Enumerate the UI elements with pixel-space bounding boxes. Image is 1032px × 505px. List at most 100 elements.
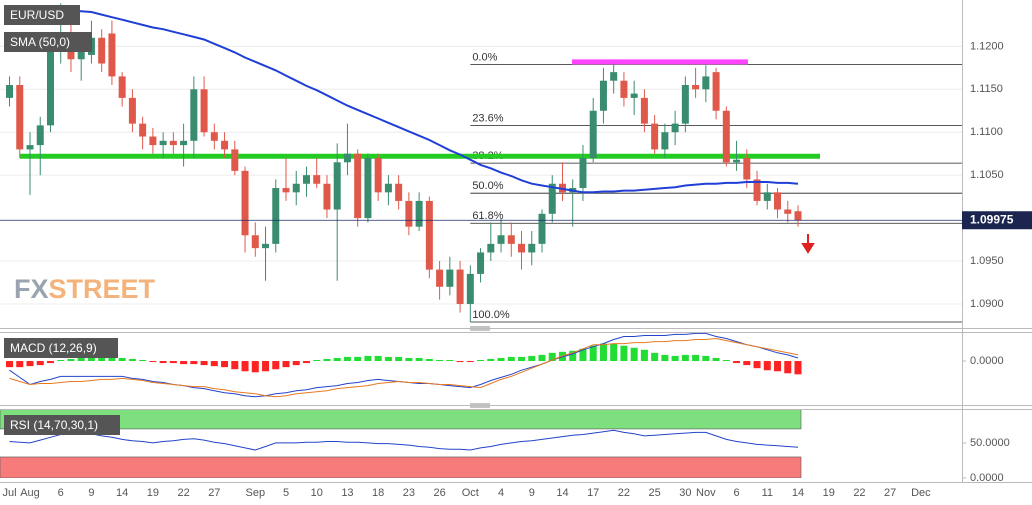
sma-line bbox=[9, 8, 799, 194]
candle-body bbox=[599, 80, 607, 111]
fib-label: 61.8% bbox=[472, 210, 503, 222]
candle-body bbox=[16, 85, 24, 150]
candle-body bbox=[118, 76, 126, 98]
macd-bar bbox=[456, 361, 464, 363]
down-arrow bbox=[801, 234, 815, 254]
macd-bar bbox=[487, 358, 495, 362]
legend-symbol: EUR/USD bbox=[10, 8, 64, 22]
macd-bar bbox=[159, 361, 167, 364]
x-tick-label: 19 bbox=[147, 487, 159, 499]
macd-bar bbox=[722, 360, 730, 362]
rsi-line bbox=[9, 429, 799, 451]
macd-bar bbox=[210, 361, 218, 367]
macd-bar bbox=[640, 349, 648, 362]
candle-body bbox=[507, 235, 515, 244]
candle-body bbox=[436, 269, 444, 287]
candle-body bbox=[538, 213, 546, 244]
candle-body bbox=[784, 209, 792, 214]
candle-body bbox=[251, 235, 259, 249]
candle-body bbox=[395, 183, 403, 201]
price-panel: 0.0%23.6%38.2%50.0%61.8%100.0% bbox=[0, 3, 962, 323]
macd-bar bbox=[251, 361, 259, 373]
x-tick-label: 14 bbox=[116, 487, 128, 499]
macd-bar bbox=[231, 361, 239, 370]
legend-box bbox=[4, 338, 118, 358]
legend-sma: SMA (50,0) bbox=[10, 35, 70, 49]
macd-bar bbox=[405, 357, 413, 362]
candle-body bbox=[46, 46, 54, 126]
candle-body bbox=[763, 192, 771, 201]
candle-body bbox=[733, 159, 741, 163]
macd-panel bbox=[6, 333, 802, 398]
macd-bar bbox=[241, 361, 249, 372]
candle-body bbox=[415, 200, 423, 227]
candle-body bbox=[98, 37, 106, 64]
y-tick-label: 1.1100 bbox=[970, 126, 1003, 138]
macd-bar bbox=[599, 343, 607, 362]
x-tick-label: 6 bbox=[733, 487, 739, 499]
y-tick-label: 1.1150 bbox=[970, 83, 1003, 95]
candle-body bbox=[282, 188, 290, 193]
candle-body bbox=[313, 175, 321, 184]
macd-bar bbox=[425, 358, 433, 362]
macd-bar bbox=[569, 350, 577, 362]
macd-bar bbox=[579, 348, 587, 362]
y-tick-label: 0.0000 bbox=[970, 472, 1004, 484]
candle-body bbox=[477, 252, 485, 274]
candle-body bbox=[292, 183, 300, 193]
candle-body bbox=[579, 157, 587, 189]
x-tick-label: 27 bbox=[208, 487, 220, 499]
candle-body bbox=[77, 50, 85, 60]
rsi-band bbox=[0, 456, 802, 478]
watermark: FXSTREET bbox=[14, 274, 156, 304]
candle-body bbox=[190, 89, 198, 141]
macd-bar bbox=[67, 358, 75, 362]
x-tick-label: Sep bbox=[245, 487, 265, 499]
x-tick-label: 30 bbox=[679, 487, 691, 499]
x-tick-label: 11 bbox=[762, 487, 773, 499]
candle-body bbox=[466, 273, 474, 304]
macd-bar bbox=[221, 361, 229, 368]
candle-body bbox=[446, 269, 454, 287]
candle-body bbox=[712, 72, 720, 111]
x-tick-label: 14 bbox=[556, 487, 568, 499]
candle-body bbox=[722, 110, 730, 163]
macd-bar bbox=[763, 361, 771, 371]
x-tick-label: Aug bbox=[20, 487, 40, 499]
macd-bar bbox=[333, 357, 341, 362]
candle-body bbox=[425, 200, 433, 270]
panel-handle bbox=[470, 326, 490, 408]
candle-body bbox=[681, 85, 689, 124]
macd-bar bbox=[630, 347, 638, 362]
candle-body bbox=[139, 123, 147, 137]
macd-bar bbox=[149, 361, 157, 363]
x-tick-label: 19 bbox=[823, 487, 835, 499]
macd-bar bbox=[538, 354, 546, 362]
candle-body bbox=[589, 110, 597, 158]
candle-body bbox=[651, 123, 659, 150]
macd-bar bbox=[712, 357, 720, 362]
x-tick-label: 17 bbox=[587, 487, 599, 499]
macd-bar bbox=[262, 361, 270, 372]
macd-bar bbox=[302, 361, 310, 364]
candle-body bbox=[26, 145, 34, 150]
candle-body bbox=[159, 140, 167, 146]
fib-label: 23.6% bbox=[472, 112, 503, 124]
candle-body bbox=[702, 76, 710, 90]
candle-body bbox=[6, 85, 14, 98]
x-tick-label: Dec bbox=[911, 487, 931, 499]
price-box bbox=[962, 211, 1032, 230]
macd-bar bbox=[272, 361, 280, 370]
macd-bar bbox=[200, 361, 208, 366]
macd-bar bbox=[497, 357, 505, 362]
candle-body bbox=[753, 179, 761, 201]
candle-body bbox=[743, 157, 751, 180]
fib-label: 50.0% bbox=[472, 180, 503, 192]
candle-body bbox=[343, 153, 351, 163]
y-tick-label: 50.0000 bbox=[970, 437, 1010, 449]
macd-bar bbox=[661, 354, 669, 362]
macd-bar bbox=[26, 361, 34, 367]
macd-bar bbox=[118, 357, 126, 362]
candle-body bbox=[518, 243, 526, 253]
